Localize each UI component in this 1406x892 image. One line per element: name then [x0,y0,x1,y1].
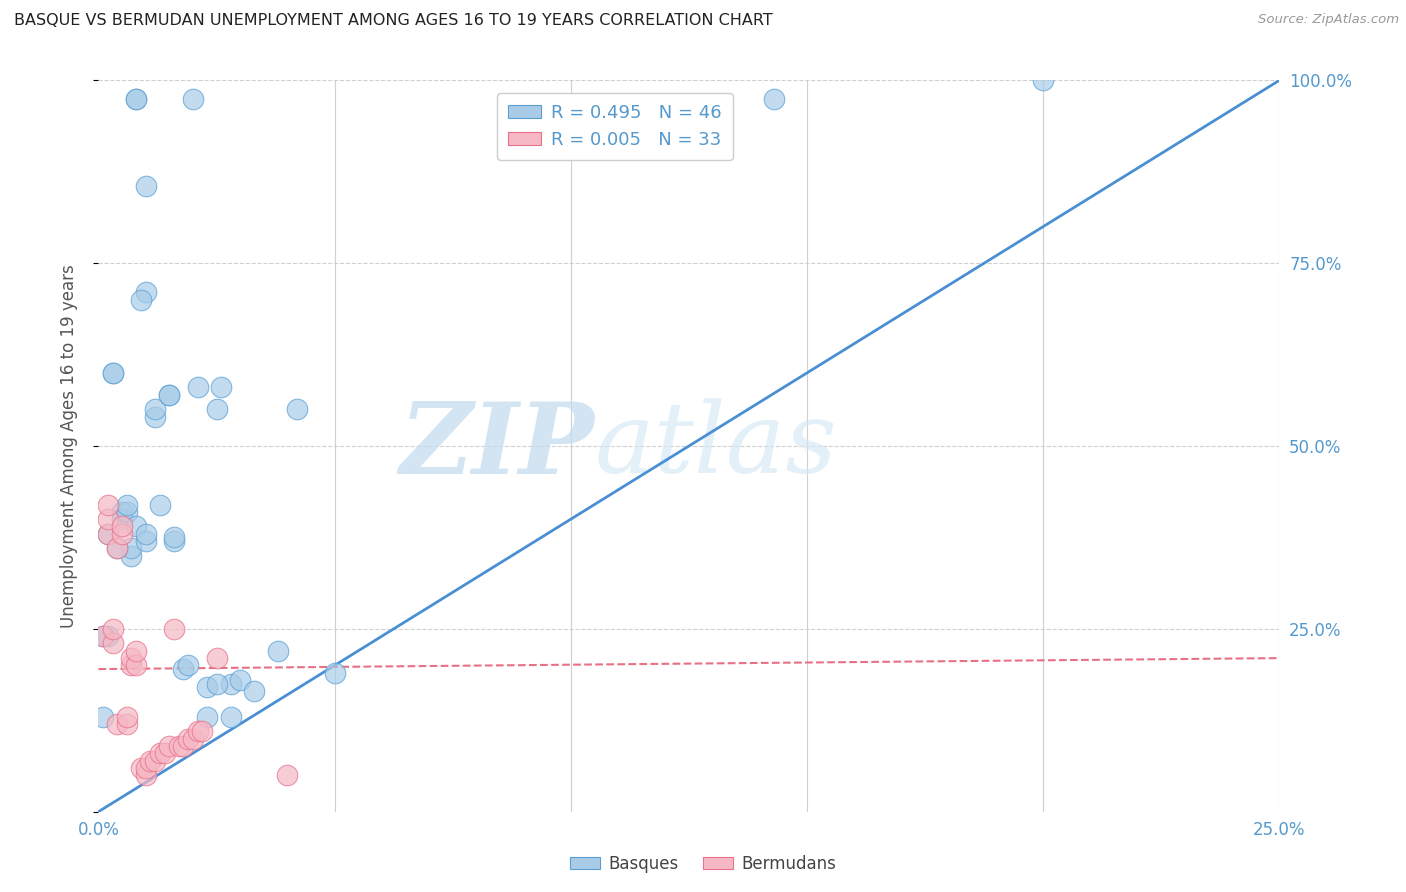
Point [115,505,138,519]
Point [135,761,157,775]
Point [129,293,152,307]
Point [195,681,218,695]
Point [101,366,124,380]
Point [91,629,114,643]
Point [163,622,186,636]
Point [125,658,148,673]
Point [157,388,180,402]
Point [105,717,128,731]
Point [181,731,204,746]
Text: atlas: atlas [595,399,837,493]
Point [149,498,172,512]
Point [191,724,214,739]
Text: Source: ZipAtlas.com: Source: ZipAtlas.com [1258,13,1399,27]
Point [143,754,166,768]
Point [139,754,162,768]
Point [153,746,176,760]
Point [267,644,290,658]
Legend: R = 0.495   N = 46, R = 0.005   N = 33: R = 0.495 N = 46, R = 0.005 N = 33 [498,93,733,160]
Text: ZIP: ZIP [399,398,595,494]
Point [143,402,166,417]
Text: BASQUE VS BERMUDAN UNEMPLOYMENT AMONG AGES 16 TO 19 YEARS CORRELATION CHART: BASQUE VS BERMUDAN UNEMPLOYMENT AMONG AG… [14,13,773,29]
Point [97,498,120,512]
Point [219,709,242,723]
Point [276,768,298,782]
Point [177,731,200,746]
Point [125,92,148,106]
Point [135,768,157,782]
Point [323,665,346,680]
Point [115,709,138,723]
Point [111,526,134,541]
Point [121,541,143,556]
Point [209,380,232,394]
Point [762,92,785,106]
Point [205,402,228,417]
Point [97,512,120,526]
Point [121,651,143,665]
Point [125,92,148,106]
Point [111,505,134,519]
Point [229,673,252,687]
Point [157,388,180,402]
Point [285,402,308,417]
Point [135,285,157,300]
Point [91,709,114,723]
Point [195,709,218,723]
Point [115,717,138,731]
Point [101,622,124,636]
Point [97,526,120,541]
Point [97,526,120,541]
Point [205,676,228,690]
Point [177,658,200,673]
Point [97,629,120,643]
Point [243,684,266,698]
Point [101,636,124,650]
Point [172,739,194,753]
Legend: Basques, Bermudans: Basques, Bermudans [562,848,844,880]
Point [121,658,143,673]
Point [157,739,180,753]
Point [105,541,128,556]
Y-axis label: Unemployment Among Ages 16 to 19 years: Unemployment Among Ages 16 to 19 years [59,264,77,628]
Point [172,662,194,676]
Point [125,519,148,533]
Point [91,629,114,643]
Point [101,366,124,380]
Point [129,761,152,775]
Point [163,530,186,544]
Point [111,519,134,533]
Point [163,534,186,549]
Point [181,92,204,106]
Point [205,651,228,665]
Point [149,746,172,760]
Point [105,541,128,556]
Point [115,498,138,512]
Point [135,534,157,549]
Point [135,179,157,194]
Point [1032,73,1054,87]
Point [135,526,157,541]
Point [219,676,242,690]
Point [111,512,134,526]
Point [187,380,209,394]
Point [121,549,143,563]
Point [187,724,209,739]
Point [167,739,190,753]
Point [125,644,148,658]
Point [143,409,166,424]
